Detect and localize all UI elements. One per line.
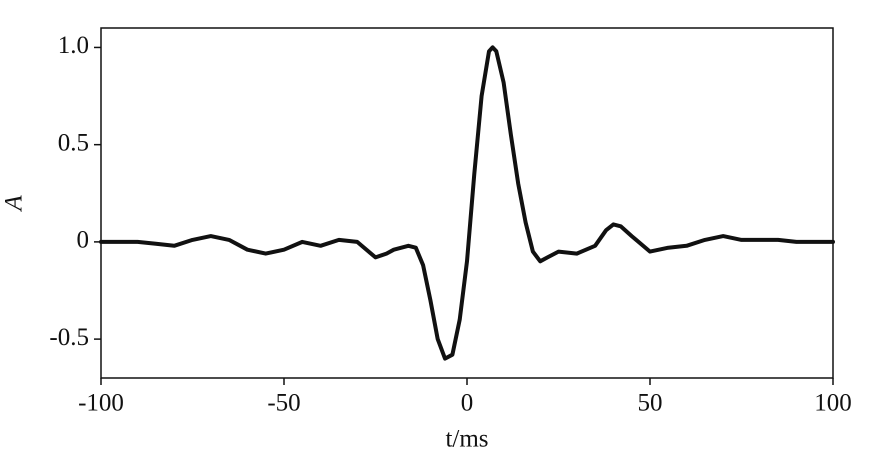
plot-frame [100,27,834,379]
y-tick-label: 1.0 [58,32,89,59]
y-tick-label: 0 [77,227,90,254]
y-axis-label: A [1,195,28,213]
x-tick-label: 100 [814,390,852,417]
x-tick-label: -50 [267,390,300,417]
x-tick-label: 50 [638,390,663,417]
x-axis-label: t/ms [445,426,488,453]
x-tick-label: 0 [461,390,474,417]
y-tick-label: 0.5 [58,129,89,156]
x-tick-label: -100 [78,390,124,417]
y-tick-label: -0.5 [49,324,89,351]
line-series [99,45,835,361]
